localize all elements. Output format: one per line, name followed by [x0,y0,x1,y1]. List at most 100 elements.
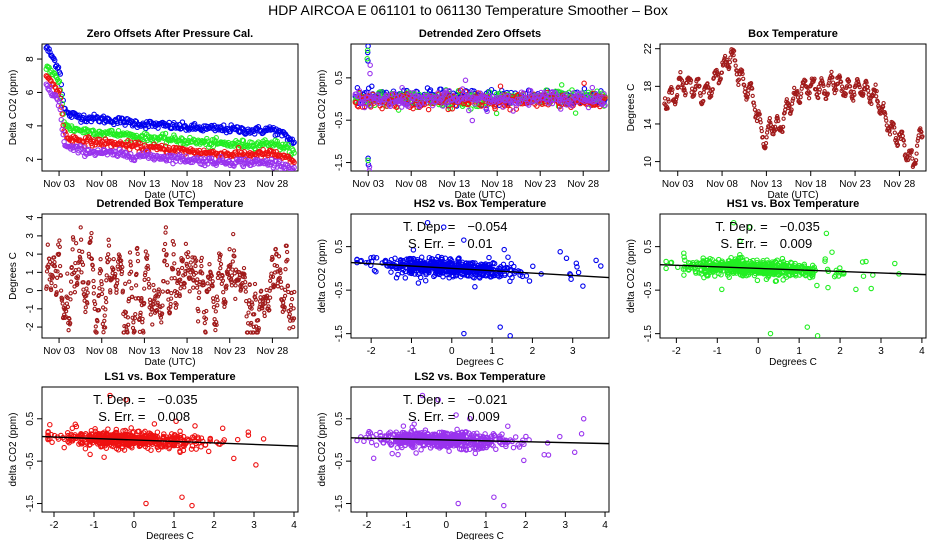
temperature-point [287,326,292,331]
temperature-point [134,271,139,277]
point-hs1 [863,258,869,265]
point-hs2 [57,71,64,77]
point-hs1 [822,256,828,262]
temperature-point [812,76,817,81]
x-tick-label: Nov 13 [129,179,161,190]
temperature-point [164,262,170,268]
temperature-point [291,306,296,311]
point-ls2 [388,91,395,98]
point-hs2 [368,255,374,261]
temperature-point [103,295,108,301]
temperature-point [176,270,181,275]
point-hs1 [772,278,779,285]
temperature-point [129,286,134,291]
temperature-point [150,322,155,327]
point-hs1 [780,277,786,283]
temperature-point [887,132,893,137]
temperature-point [215,303,220,308]
y-tick-label: 0.5 [334,70,345,84]
point-ls2 [238,156,245,163]
temperature-point [107,257,112,262]
temperature-point [264,293,270,298]
plot-frame [350,213,610,339]
temp-dependence-value: −0.035 [780,219,820,234]
temperature-point [171,242,177,247]
temperature-point [104,299,109,305]
temperature-point [199,263,204,269]
temperature-point [284,249,290,255]
point-hs1 [802,272,809,278]
point-ls2 [399,84,405,91]
x-tick-label: Nov 28 [567,179,599,190]
point-ls2 [482,95,489,102]
x-tick-label: 3 [570,346,576,357]
point-hs2 [463,267,470,273]
temperature-point [251,324,256,329]
point-ls2 [483,105,490,111]
panel-title: Box Temperature [748,28,838,40]
point-hs2 [435,253,441,260]
y-tick-label: -0.5 [334,281,345,299]
temperature-point [162,258,167,263]
temperature-point [277,275,282,280]
temperature-point [780,129,785,135]
outlier-point [767,330,774,337]
point-ls2 [204,161,211,167]
point-hs2 [291,139,297,146]
temperature-point [184,261,189,267]
temperature-point [104,278,109,283]
temperature-point [768,122,773,127]
x-tick-label: 0 [131,520,137,531]
point-hs1 [378,89,384,95]
temperature-point [193,270,199,276]
temperature-point [279,285,284,290]
y-tick-label: 2 [25,251,36,257]
temperature-point [834,87,839,93]
point-hs2 [490,272,496,279]
temperature-point [287,312,292,317]
temperature-point [211,305,217,310]
spike-point-hs2 [364,49,371,56]
temperature-point [52,264,58,269]
point-ls2 [601,91,607,97]
point-hs1 [737,252,743,258]
point-ls1 [379,105,385,112]
temperature-point [213,309,218,314]
temperature-point [250,302,255,307]
temperature-point [163,225,169,230]
point-hs1 [859,259,866,265]
y-tick-label: -1.5 [643,325,654,343]
x-tick-label: 1 [171,520,177,531]
temperature-point [85,301,90,306]
point-hs1 [811,264,818,271]
x-tick-label: 0 [449,346,455,357]
temperature-point [160,303,165,308]
temperature-point [233,283,238,288]
panel-title: HS1 vs. Box Temperature [727,198,859,210]
temperature-point [190,268,195,274]
temperature-point [754,118,760,124]
temperature-point [750,86,755,91]
x-tick-label: Nov 08 [706,179,738,190]
temperature-point [143,270,148,275]
point-ls1 [189,434,196,441]
point-hs2 [418,254,425,261]
temperature-point [54,275,60,280]
temperature-point [873,82,878,87]
temperature-point [896,136,901,141]
point-hs1 [558,82,565,88]
temperature-point [44,269,50,274]
point-ls1 [177,432,184,439]
temperature-point [115,278,120,283]
point-ls2 [199,161,205,168]
temperature-point [68,291,73,296]
x-tick-label: -2 [672,346,681,357]
x-tick-label: 2 [530,346,536,357]
point-hs2 [371,267,378,274]
temperature-point [788,111,793,116]
temperature-point [764,135,769,140]
temperature-point [194,258,199,263]
point-hs2 [438,86,444,92]
y-tick-label: -0.5 [334,111,345,129]
